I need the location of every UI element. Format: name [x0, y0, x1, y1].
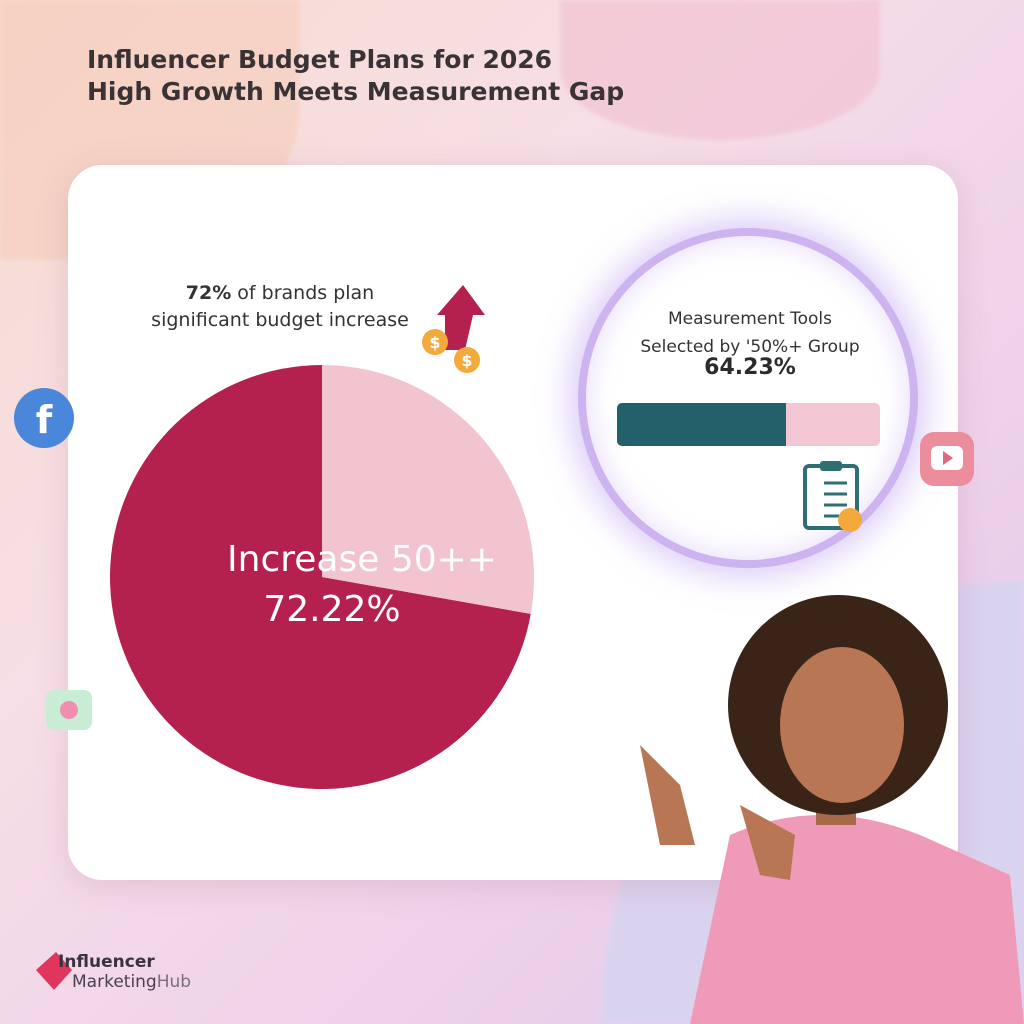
pie-chart: Increase 50++ 72.22% — [109, 365, 534, 789]
person-illustration — [640, 595, 1024, 1024]
pie-slice — [322, 365, 534, 614]
page-title: Influencer Budget Plans for 2026 High Gr… — [87, 44, 624, 108]
clipboard-checklist-icon — [803, 461, 862, 532]
worried-emoji-icon — [838, 508, 862, 532]
logo-text-2: MarketingHub — [72, 972, 191, 992]
pie-data-label-1: Increase 50++ — [227, 539, 497, 580]
caption-text-2: significant budget increase — [151, 309, 409, 331]
title-line-2: High Growth Meets Measurement Gap — [87, 77, 625, 106]
youtube-icon[interactable] — [916, 428, 978, 490]
pie-data-label-2: 72.22% — [263, 589, 400, 630]
measurement-value: 64.23% — [704, 355, 796, 380]
heart-icon — [46, 690, 92, 730]
measurement-bar — [617, 403, 880, 446]
measurement-ring — [578, 228, 918, 568]
money-arrow-up-icon: $ $ — [422, 285, 485, 373]
influencer-marketing-hub-logo: Influencer MarketingHub — [36, 952, 191, 994]
logo-text-marketing: Marketing — [72, 972, 157, 992]
pie-slice — [109, 365, 531, 789]
measurement-label-2: Selected by '50%+ Group — [640, 337, 860, 357]
title-line-1: Influencer Budget Plans for 2026 — [87, 45, 553, 74]
logo-mark-icon — [36, 952, 72, 990]
caption-text: of brands plan — [231, 282, 375, 304]
logo-text-hub: Hub — [156, 972, 192, 992]
svg-text:$: $ — [429, 333, 440, 352]
svg-text:f: f — [36, 398, 53, 442]
logo-text-1: Influencer — [58, 952, 155, 972]
bg-blob — [560, 0, 880, 140]
caption-percent: 72% — [185, 282, 232, 304]
measurement-label-1: Measurement Tools — [668, 309, 832, 329]
facebook-icon[interactable]: f — [13, 387, 75, 449]
measurement-bar-fill — [617, 403, 786, 446]
pie-caption: 72% of brands plan significant budget in… — [140, 280, 420, 334]
svg-text:$: $ — [461, 351, 472, 370]
measurement-label: Measurement Tools Selected by '50%+ Grou… — [610, 305, 890, 361]
